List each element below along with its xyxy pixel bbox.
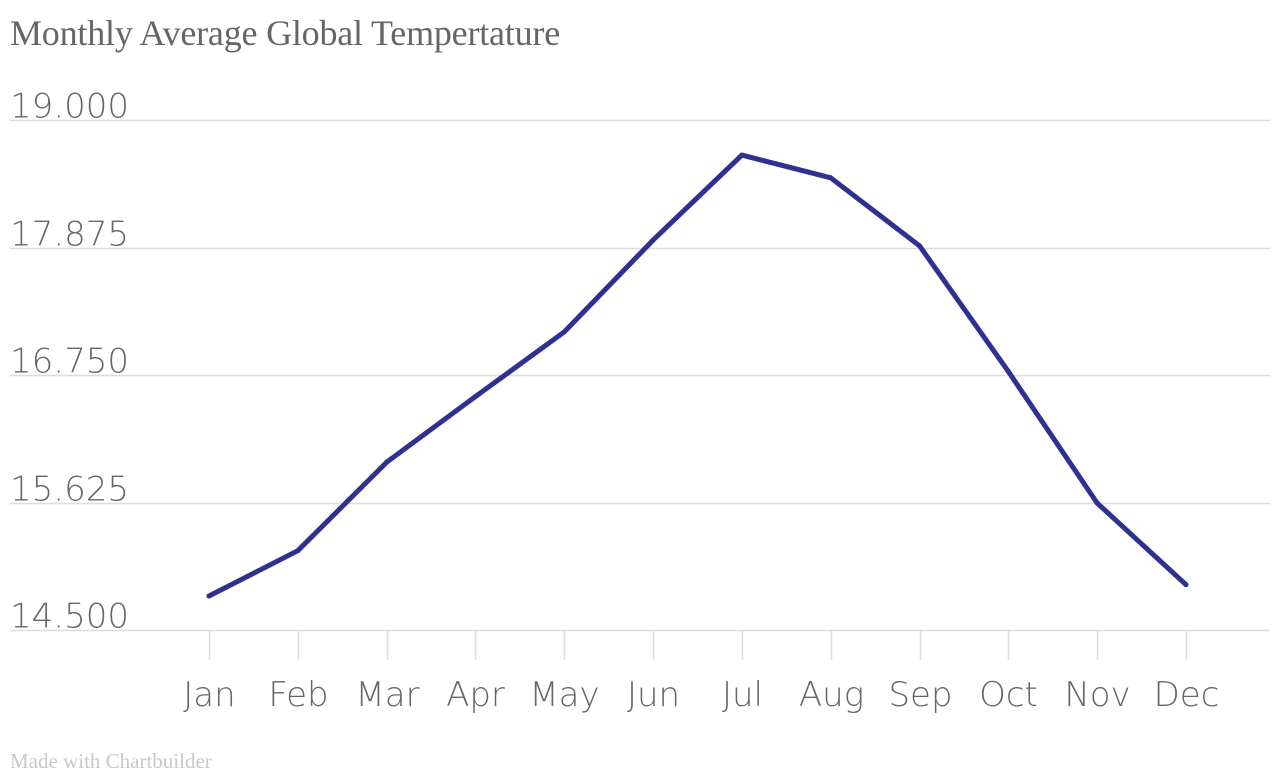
data-point <box>206 593 212 599</box>
y-tick-label: 15.625 <box>10 470 129 510</box>
x-tick-label: May <box>529 675 599 715</box>
data-point <box>739 152 745 158</box>
x-tick-label: Apr <box>446 675 505 715</box>
x-tick-label: Dec <box>1154 675 1220 715</box>
chartbuilder-credit: Made with Chartbuilder <box>10 749 212 773</box>
data-point <box>828 175 834 181</box>
series-line <box>206 152 1189 599</box>
x-tick-label: Oct <box>979 675 1038 715</box>
data-point <box>1183 582 1189 588</box>
series-layer <box>206 152 1189 599</box>
y-tick-label: 16.750 <box>10 342 129 382</box>
chart-title: Monthly Average Global Tempertature <box>10 13 560 53</box>
x-tick-label: Jun <box>627 675 680 715</box>
y-axis-tick-labels: 14.500 15.625 16.750 17.875 19.000 <box>10 87 129 637</box>
data-point <box>1094 500 1100 506</box>
x-tick-label: Aug <box>799 675 864 715</box>
grid-lines <box>10 119 1270 632</box>
data-point <box>384 459 390 465</box>
data-point <box>473 394 478 399</box>
x-tick-label: Sep <box>888 675 952 715</box>
x-tick-label: Feb <box>268 675 328 715</box>
x-tick-label: Jan <box>183 675 235 715</box>
y-tick-label: 17.875 <box>10 215 129 255</box>
data-point <box>295 548 301 554</box>
data-point <box>1005 369 1011 375</box>
data-point <box>917 243 922 249</box>
x-tick-label: Nov <box>1064 675 1130 715</box>
y-tick-label: 14.500 <box>10 597 129 637</box>
x-tick-label: Mar <box>355 675 419 715</box>
data-point <box>650 237 656 243</box>
x-axis-tick-labels: Jan Feb Mar Apr May Jun Jul Aug Sep Oct Nov Dec <box>183 675 1219 715</box>
y-tick-label: 19.000 <box>10 87 129 127</box>
x-axis-ticks <box>208 630 1188 660</box>
x-tick-label: Jul <box>722 675 763 715</box>
data-point <box>561 329 567 335</box>
